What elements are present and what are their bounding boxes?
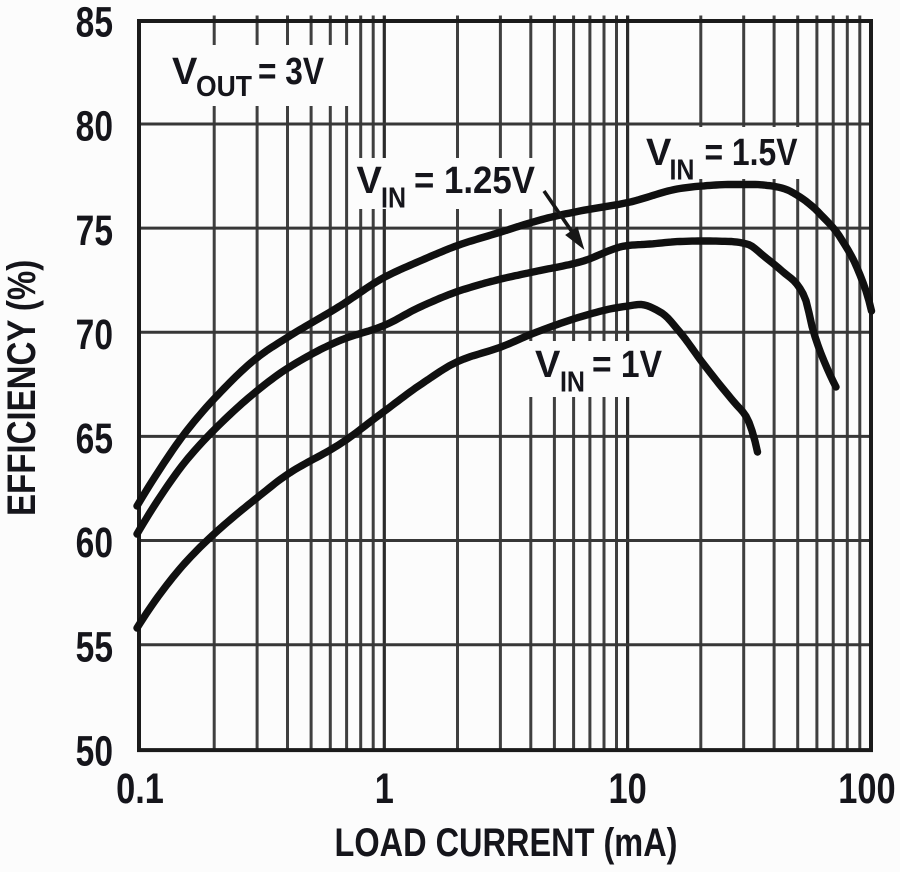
svg-text:IN: IN [560,365,585,398]
svg-text:OUT: OUT [196,70,252,102]
svg-text:85: 85 [76,0,113,47]
svg-text:1: 1 [375,765,394,812]
svg-text:V: V [535,344,561,386]
svg-text:0.1: 0.1 [116,765,164,812]
svg-text:V: V [172,51,198,93]
svg-text:EFFICIENCY (%): EFFICIENCY (%) [0,260,44,516]
svg-text:IN: IN [381,181,406,214]
svg-text:55: 55 [76,623,113,671]
svg-text:V: V [646,132,672,174]
svg-text:IN: IN [669,153,694,186]
svg-text:= 1V: = 1V [592,343,662,385]
svg-text:V: V [357,160,383,202]
svg-text:10: 10 [608,765,646,812]
svg-text:100: 100 [838,765,895,812]
svg-text:50: 50 [76,728,113,776]
svg-text:60: 60 [76,519,113,567]
svg-text:65: 65 [76,415,113,463]
svg-text:= 1.5V: = 1.5V [704,131,798,173]
svg-text:75: 75 [76,207,113,255]
svg-text:80: 80 [76,103,113,151]
svg-text:= 1.25V: = 1.25V [414,159,536,202]
svg-text:LOAD CURRENT (mA): LOAD CURRENT (mA) [335,820,678,865]
svg-text:= 3V: = 3V [258,50,325,92]
svg-text:70: 70 [76,311,113,359]
